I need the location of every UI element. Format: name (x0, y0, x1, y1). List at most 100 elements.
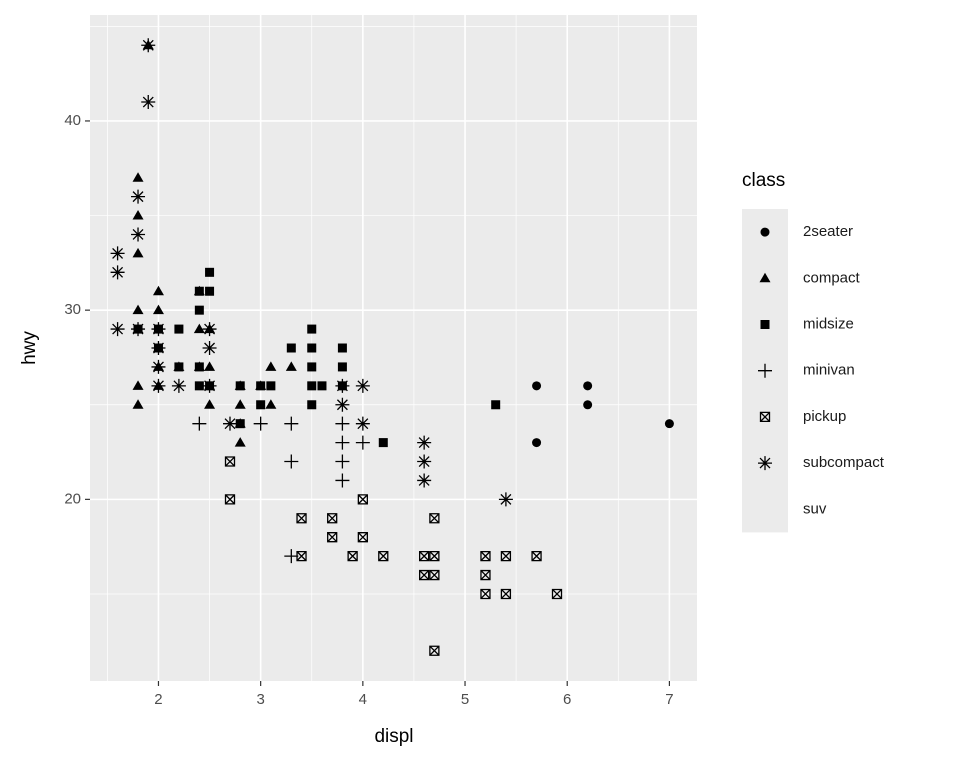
point (327, 513, 338, 524)
point (171, 378, 186, 393)
point-shape (132, 247, 144, 258)
point-shape (174, 362, 184, 372)
point (202, 378, 217, 393)
point-shape (202, 322, 217, 337)
x-tick-label: 2 (154, 691, 162, 708)
point (132, 380, 144, 390)
point-shape (131, 322, 146, 337)
point-shape (760, 320, 770, 329)
point (335, 435, 350, 450)
point (152, 304, 164, 315)
point-shape (583, 400, 593, 410)
point (224, 456, 236, 467)
point-shape (337, 362, 347, 372)
point (174, 362, 184, 372)
point-shape (235, 381, 245, 391)
point-shape (335, 397, 350, 412)
point (337, 343, 347, 353)
y-tick-label: 40 (64, 112, 81, 129)
y-tick-label: 20 (64, 490, 81, 507)
point-shape (193, 323, 205, 334)
point-shape (335, 454, 350, 469)
point-shape (284, 454, 299, 469)
point-shape (317, 381, 327, 391)
point (194, 305, 204, 315)
point (480, 550, 491, 562)
point-shape (664, 419, 674, 429)
point (307, 324, 317, 334)
legend-label: compact (803, 269, 861, 286)
point-shape (335, 416, 350, 431)
point-shape (760, 227, 770, 237)
point-shape (132, 399, 144, 409)
point-shape (266, 381, 276, 391)
point (205, 267, 215, 277)
legend-label: 2seater (803, 223, 853, 240)
x-tick-label: 3 (256, 691, 264, 708)
point (664, 419, 674, 429)
point (307, 343, 317, 353)
point (132, 247, 144, 258)
point (234, 399, 246, 409)
point (194, 381, 204, 391)
point (335, 454, 350, 469)
point (307, 400, 317, 410)
x-tick-label: 5 (461, 691, 469, 708)
point (132, 399, 144, 409)
point (222, 416, 237, 431)
point-shape (194, 305, 204, 315)
point-shape (132, 380, 144, 390)
point (110, 265, 125, 280)
point (285, 361, 297, 371)
point-shape (174, 324, 184, 334)
legend-key (760, 227, 770, 237)
point-shape (337, 343, 347, 353)
point (480, 588, 491, 600)
point-shape (355, 435, 370, 450)
point (417, 454, 432, 469)
point-shape (132, 304, 144, 315)
point (132, 172, 144, 182)
point-shape (194, 362, 204, 372)
point-shape (480, 588, 491, 600)
point (284, 454, 299, 469)
point-shape (151, 322, 166, 337)
point (417, 473, 432, 488)
point (202, 322, 217, 337)
point (327, 532, 338, 543)
point (110, 246, 125, 261)
point (335, 397, 350, 412)
legend-key (758, 363, 772, 378)
point-shape (327, 532, 338, 543)
legend-key (759, 411, 771, 423)
point-shape (110, 265, 125, 280)
point-shape (284, 549, 299, 564)
point (355, 416, 370, 431)
point (500, 550, 512, 562)
legend-label: suv (803, 500, 827, 517)
point-shape (419, 550, 430, 562)
point (141, 95, 156, 110)
point (151, 378, 166, 393)
point-shape (132, 172, 144, 182)
point-shape (253, 416, 268, 431)
point (335, 416, 350, 431)
point-shape (132, 210, 144, 220)
point-shape (532, 381, 542, 391)
point-shape (417, 435, 432, 450)
point (583, 381, 593, 391)
point (532, 438, 542, 448)
point (224, 494, 236, 505)
point (152, 285, 164, 296)
point-shape (378, 550, 389, 562)
point (235, 419, 245, 429)
point-shape (286, 343, 296, 353)
point (417, 435, 432, 450)
point-shape (335, 473, 350, 488)
point-shape (224, 494, 236, 505)
point (204, 399, 216, 409)
point-shape (531, 550, 542, 562)
point-shape (205, 267, 215, 277)
point-shape (296, 513, 307, 524)
